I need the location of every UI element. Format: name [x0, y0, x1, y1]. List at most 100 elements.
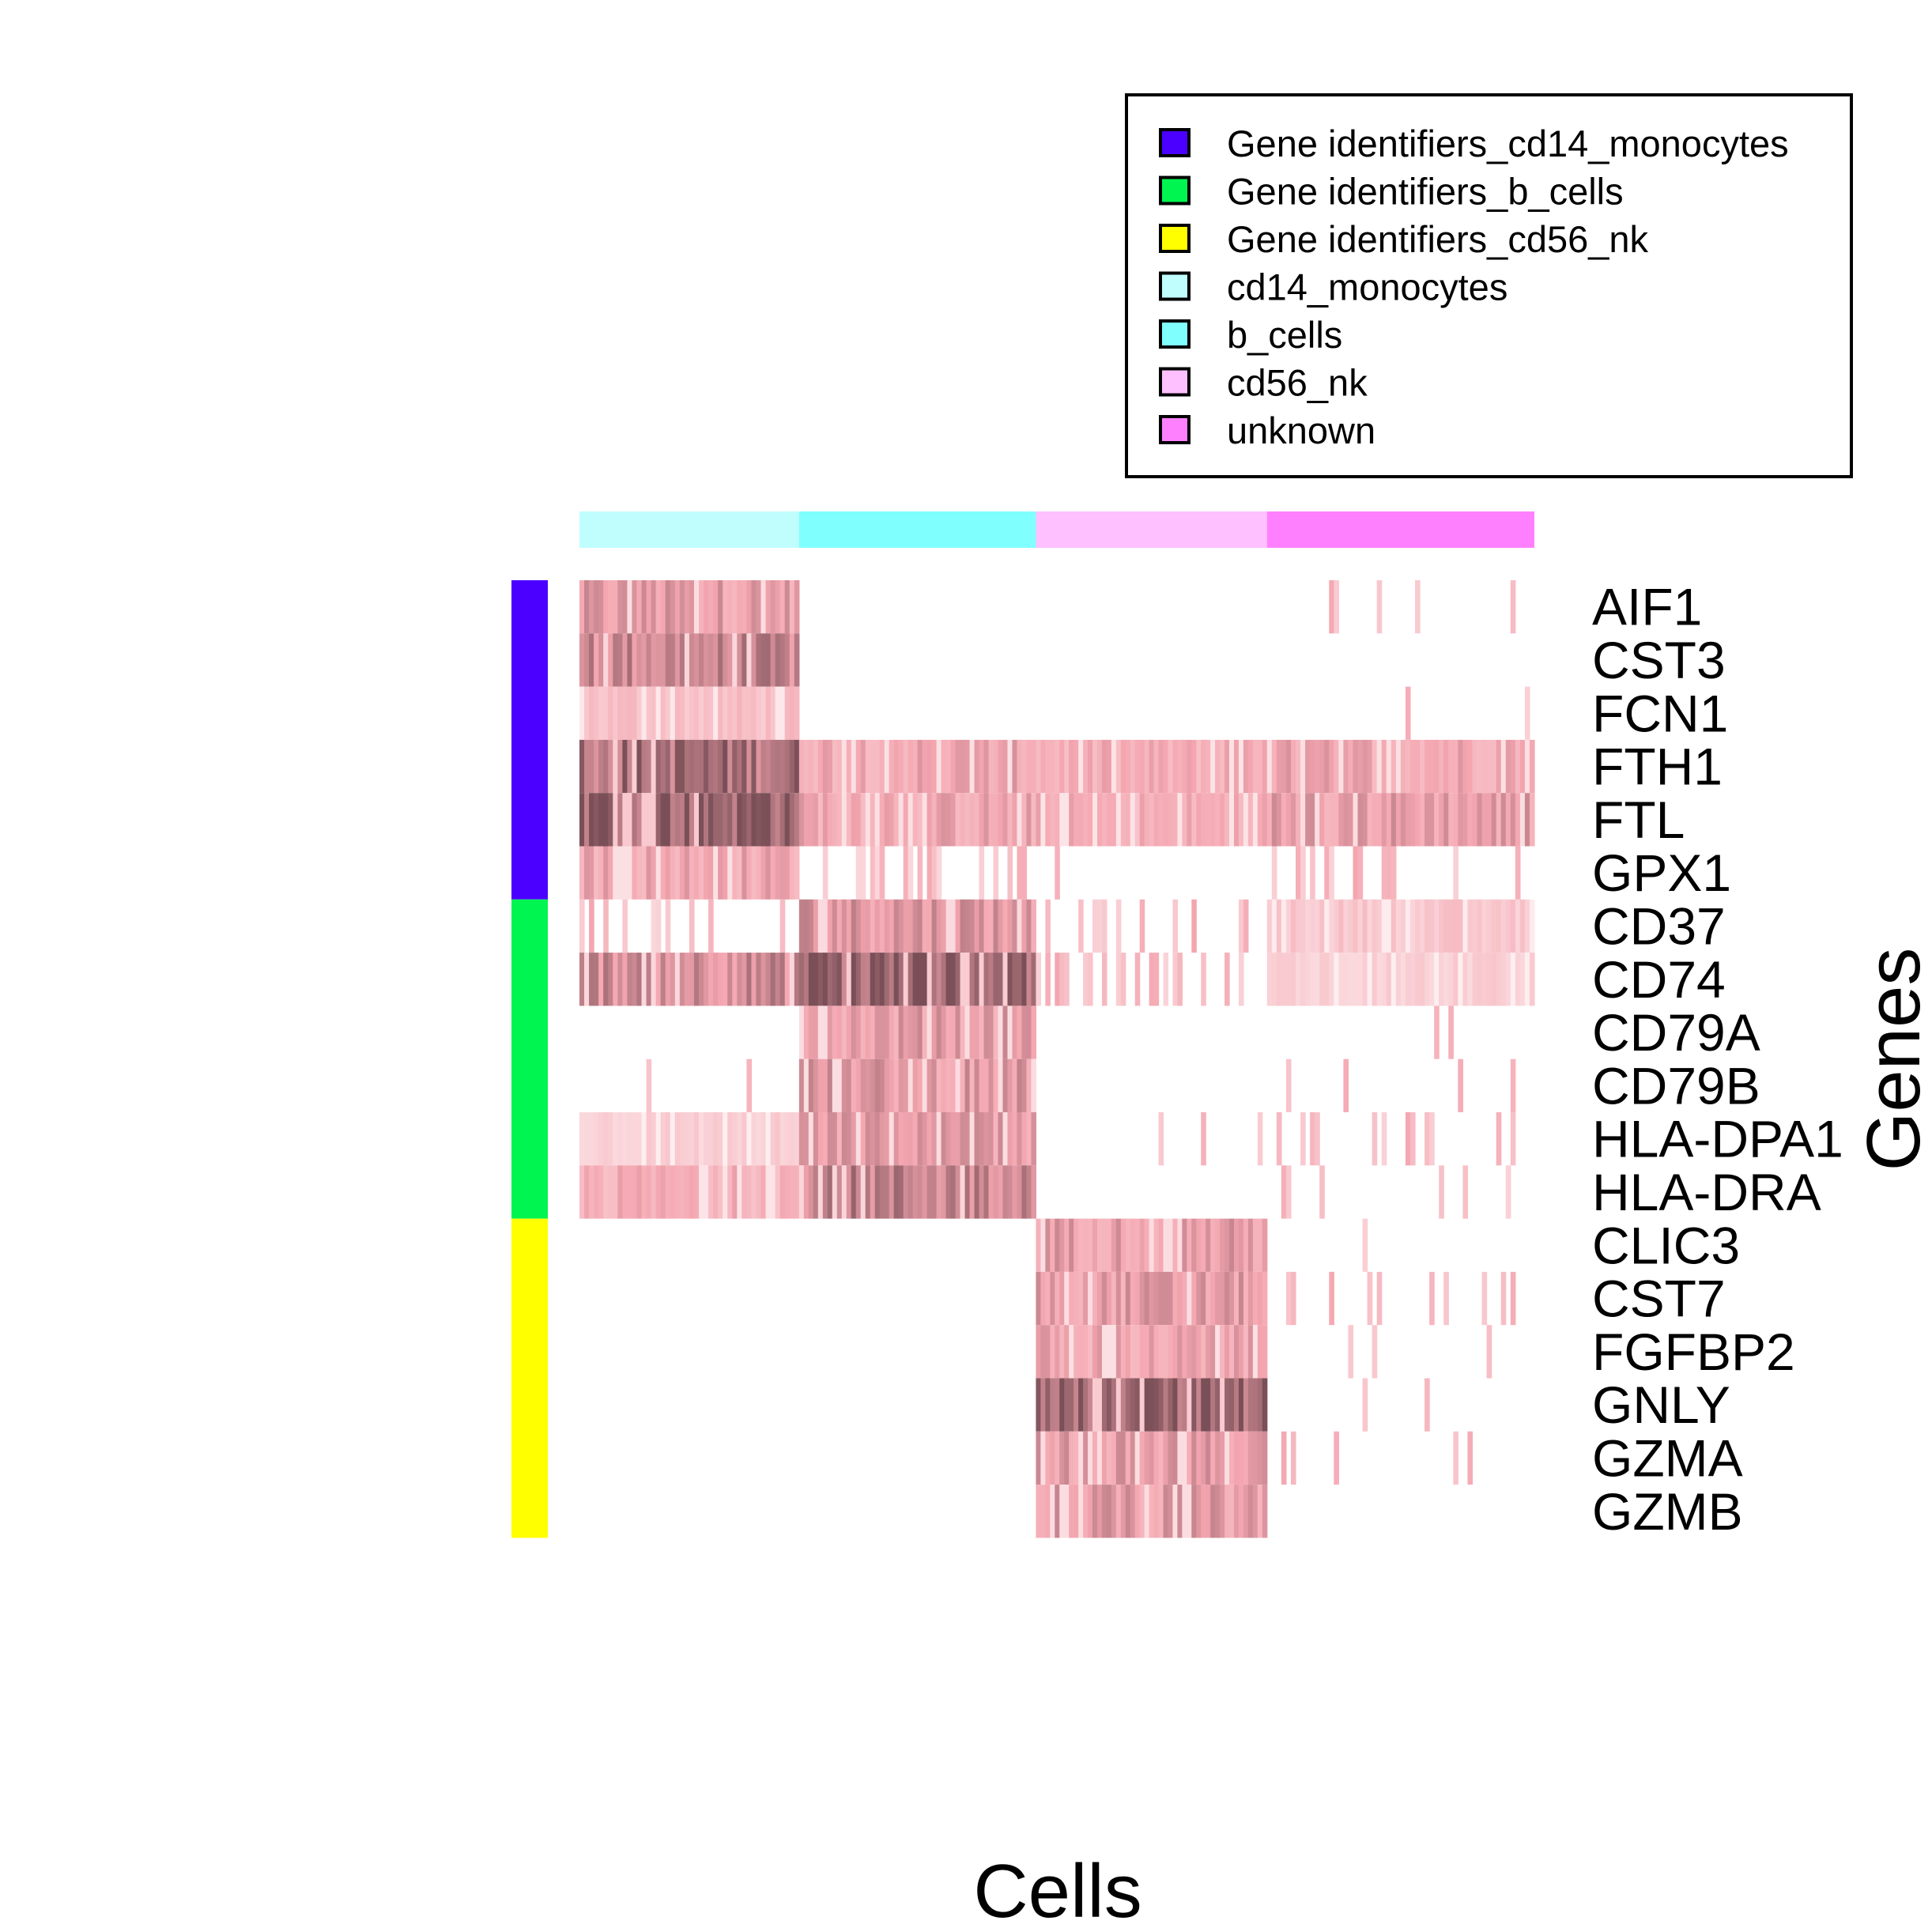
- heatmap-cell: [1168, 1271, 1174, 1326]
- heatmap-cell: [636, 580, 643, 634]
- heatmap-cell: [622, 953, 628, 1006]
- heatmap-cell: [974, 899, 980, 953]
- heatmap-cell: [884, 1165, 890, 1219]
- heatmap-cell: [674, 633, 681, 687]
- heatmap-cell: [1290, 793, 1296, 847]
- heatmap-cell: [1429, 953, 1435, 1006]
- heatmap-cell: [922, 739, 928, 794]
- heatmap-cell: [1510, 793, 1516, 847]
- heatmap-cell: [1210, 1325, 1216, 1379]
- heatmap-cell: [1158, 1271, 1164, 1326]
- heatmap-cell: [1134, 1378, 1141, 1432]
- heatmap-cell: [1045, 739, 1051, 794]
- heatmap-cell: [1210, 1378, 1216, 1432]
- heatmap-cell: [1391, 739, 1397, 794]
- heatmap-cell: [1305, 899, 1311, 953]
- heatmap-cell: [969, 739, 975, 794]
- legend-swatch: [1159, 415, 1191, 444]
- heatmap-cell: [945, 953, 952, 1006]
- legend-label: cd14_monocytes: [1227, 266, 1507, 308]
- heatmap-cell: [1153, 1271, 1160, 1326]
- heatmap-cell: [1050, 1431, 1055, 1485]
- heatmap-cell: [1315, 899, 1320, 953]
- heatmap-cell: [941, 739, 947, 794]
- heatmap-cell: [931, 846, 938, 900]
- heatmap-cell: [1510, 1271, 1516, 1326]
- heatmap-cell: [732, 633, 738, 687]
- heatmap-cell: [1234, 1271, 1240, 1326]
- heatmap-cell: [699, 580, 704, 634]
- heatmap-cell: [1453, 1431, 1458, 1485]
- heatmap-cell: [1040, 1378, 1046, 1432]
- heatmap-cell: [1045, 1431, 1051, 1485]
- heatmap-cell: [855, 846, 862, 900]
- heatmap-cell: [1300, 899, 1306, 953]
- heatmap-cell: [1101, 953, 1108, 1006]
- heatmap-cell: [1158, 1325, 1164, 1379]
- heatmap-cell: [1315, 739, 1320, 794]
- heatmap-cell: [832, 1006, 838, 1059]
- heatmap-cell: [870, 793, 876, 847]
- heatmap-cell: [1064, 1325, 1070, 1379]
- heatmap-cell: [613, 846, 618, 900]
- heatmap-cell: [974, 739, 980, 794]
- heatmap-cell: [1017, 953, 1023, 1006]
- heatmap-cell: [1420, 953, 1425, 1006]
- heatmap-cell: [936, 1165, 942, 1219]
- heatmap-cell: [751, 633, 757, 687]
- heatmap-cell: [594, 953, 599, 1006]
- heatmap-cell: [1477, 953, 1483, 1006]
- heatmap-cell: [1069, 739, 1074, 794]
- heatmap-cell: [1496, 953, 1502, 1006]
- heatmap-cell: [765, 739, 772, 794]
- heatmap-cell: [1281, 739, 1287, 794]
- heatmap-cell: [1348, 953, 1354, 1006]
- heatmap-cell: [1021, 1112, 1028, 1166]
- heatmap-cell: [1310, 1112, 1315, 1166]
- heatmap-cell: [1021, 1006, 1028, 1059]
- heatmap-cell: [1074, 1485, 1079, 1538]
- heatmap-cell: [708, 953, 714, 1006]
- heatmap-cell: [1448, 793, 1454, 847]
- heatmap-cell: [1144, 1485, 1150, 1538]
- heatmap-cell: [1125, 793, 1131, 847]
- heatmap-cell: [860, 846, 866, 900]
- heatmap-cell: [794, 580, 800, 634]
- heatmap-cell: [912, 1165, 919, 1219]
- heatmap-cell: [584, 686, 590, 740]
- heatmap-cell: [1395, 793, 1402, 847]
- heatmap-cell: [708, 1112, 714, 1166]
- heatmap-cell: [1078, 1325, 1084, 1379]
- heatmap-cell: [1215, 1431, 1221, 1485]
- heatmap-cell: [679, 1112, 685, 1166]
- heatmap-cell: [617, 739, 623, 794]
- heatmap-cell: [646, 686, 652, 740]
- heatmap-cell: [794, 953, 800, 1006]
- heatmap-cell: [879, 1165, 885, 1219]
- heatmap-cell: [1115, 1485, 1122, 1538]
- heatmap-cell: [794, 1112, 800, 1166]
- heatmap-cell: [1510, 739, 1516, 794]
- heatmap-cell: [1386, 899, 1392, 953]
- heatmap-cell: [1381, 846, 1387, 900]
- heatmap-cell: [1007, 1112, 1013, 1166]
- heatmap-cell: [988, 1058, 994, 1112]
- heatmap-cell: [1234, 1485, 1240, 1538]
- heatmap-cell: [1400, 953, 1406, 1006]
- heatmap-cell: [846, 953, 852, 1006]
- heatmap-cell: [1220, 1218, 1225, 1272]
- heatmap-cell: [723, 1112, 728, 1166]
- heatmap-cell: [917, 1165, 923, 1219]
- heatmap-cell: [1036, 953, 1041, 1006]
- heatmap-cell: [993, 1058, 999, 1112]
- heatmap-cell: [1187, 1485, 1192, 1538]
- heatmap-cell: [589, 846, 594, 900]
- cell-group-bar: [579, 511, 1534, 548]
- heatmap-cell: [1201, 1485, 1206, 1538]
- heatmap-cell: [903, 1112, 909, 1166]
- heatmap-cell: [1036, 793, 1041, 847]
- heatmap-cell: [964, 899, 971, 953]
- heatmap-cell: [865, 739, 871, 794]
- heatmap-cell: [1092, 739, 1098, 794]
- heatmap-cell: [732, 739, 738, 794]
